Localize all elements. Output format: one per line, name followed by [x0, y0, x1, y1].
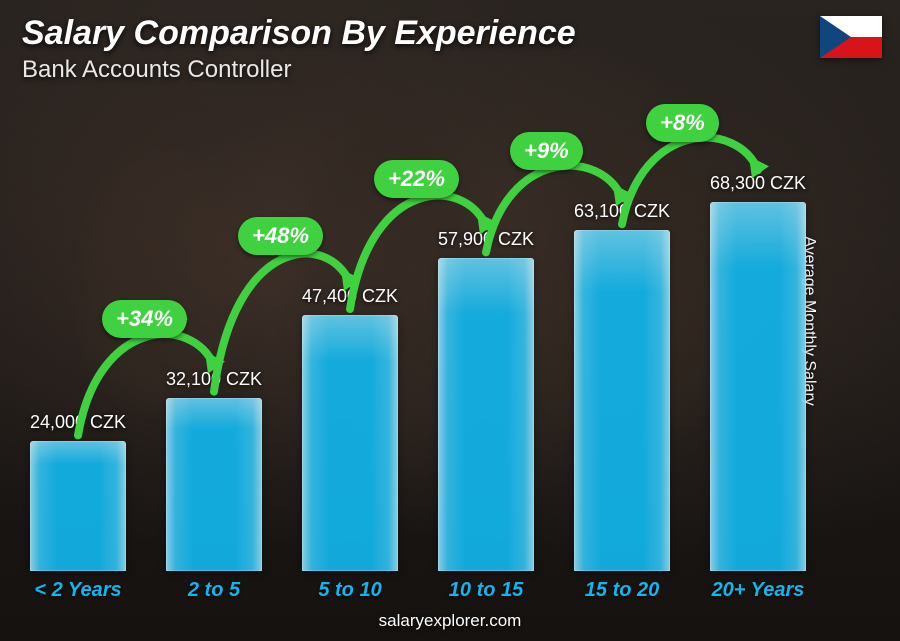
delta-badge: +8% — [646, 104, 719, 142]
delta-badge: +22% — [374, 160, 459, 198]
bar-value-label: 24,000 CZK — [1, 412, 155, 433]
footer-attribution: salaryexplorer.com — [0, 611, 900, 631]
bar-fill — [302, 315, 398, 571]
delta-badge: +48% — [238, 217, 323, 255]
flag-icon — [820, 16, 882, 58]
chart-canvas: Salary Comparison By Experience Bank Acc… — [0, 0, 900, 641]
bar-fill — [30, 441, 126, 571]
delta-badge: +34% — [102, 300, 187, 338]
bar: 24,000 CZK< 2 Years — [30, 441, 126, 571]
bar-fill — [166, 398, 262, 571]
bar-value-label: 57,900 CZK — [409, 229, 563, 250]
bar-fill — [438, 258, 534, 571]
bar: 68,300 CZK20+ Years — [710, 202, 806, 571]
bar: 47,400 CZK5 to 10 — [302, 315, 398, 571]
bar-value-label: 63,100 CZK — [545, 201, 699, 222]
bar: 63,100 CZK15 to 20 — [574, 230, 670, 571]
chart-subtitle: Bank Accounts Controller — [22, 56, 291, 84]
chart-title: Salary Comparison By Experience — [22, 14, 576, 53]
bar-value-label: 68,300 CZK — [681, 173, 835, 194]
delta-badge: +9% — [510, 132, 583, 170]
chart-plot: 24,000 CZK< 2 Years 32,100 CZK2 to 5 47,40… — [30, 110, 840, 571]
bar-value-label: 47,400 CZK — [273, 286, 427, 307]
bar-category-label: 20+ Years — [672, 579, 845, 602]
bar: 57,900 CZK10 to 15 — [438, 258, 534, 571]
bar: 32,100 CZK2 to 5 — [166, 398, 262, 571]
bar-value-label: 32,100 CZK — [137, 369, 291, 390]
bar-fill — [710, 202, 806, 571]
bar-fill — [574, 230, 670, 571]
